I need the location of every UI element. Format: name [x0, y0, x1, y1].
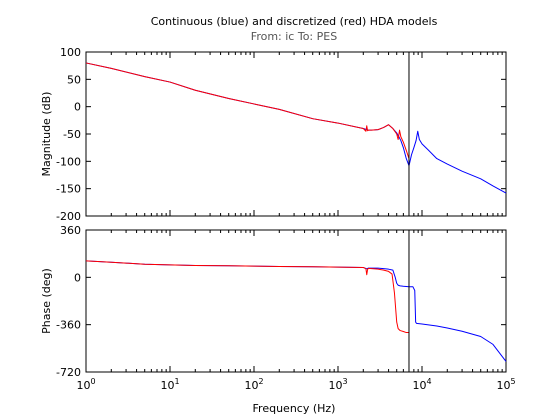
magnitude-frame: [85, 51, 507, 217]
x-tick-label: 102: [244, 377, 263, 392]
phase-y-tick-label: 0: [74, 271, 81, 284]
phase-frame: [85, 229, 507, 373]
x-tick-label: 101: [160, 377, 179, 392]
magnitude-y-tick-label: -150: [56, 183, 81, 196]
phase-y-axis-label: Phase (deg): [40, 268, 53, 334]
phase-y-tick-label: -360: [56, 319, 81, 332]
x-tick-label: 100: [76, 377, 95, 392]
phase-axes: 360 0 -360 -720 Phase (deg) 100 101 102 103 104 10…: [40, 224, 516, 392]
x-tick-label: 103: [328, 377, 347, 392]
magnitude-y-tick-label: -100: [56, 155, 81, 168]
chart-subtitle: From: ic To: PES: [251, 30, 337, 43]
magnitude-y-tick-label: 50: [67, 73, 81, 86]
x-tick-label: 105: [496, 377, 515, 392]
magnitude-axes: 100 50 0 -50 -100 -150 -200 Magnitude (dB): [40, 46, 507, 223]
magnitude-y-tick-label: -50: [63, 128, 81, 141]
x-tick-label: 104: [412, 377, 431, 392]
magnitude-discretized-line: [85, 62, 410, 159]
x-axis-label: Frequency (Hz): [253, 402, 336, 415]
phase-y-tick-label: 360: [60, 224, 81, 237]
chart-title: Continuous (blue) and discretized (red) …: [151, 15, 438, 28]
phase-y-tick-label: -720: [56, 366, 81, 379]
magnitude-y-tick-label: 100: [60, 46, 81, 59]
magnitude-y-axis-label: Magnitude (dB): [40, 92, 53, 177]
magnitude-y-tick-label: 0: [74, 101, 81, 114]
phase-discretized-line: [85, 260, 409, 334]
magnitude-y-tick-label: -200: [56, 210, 81, 223]
